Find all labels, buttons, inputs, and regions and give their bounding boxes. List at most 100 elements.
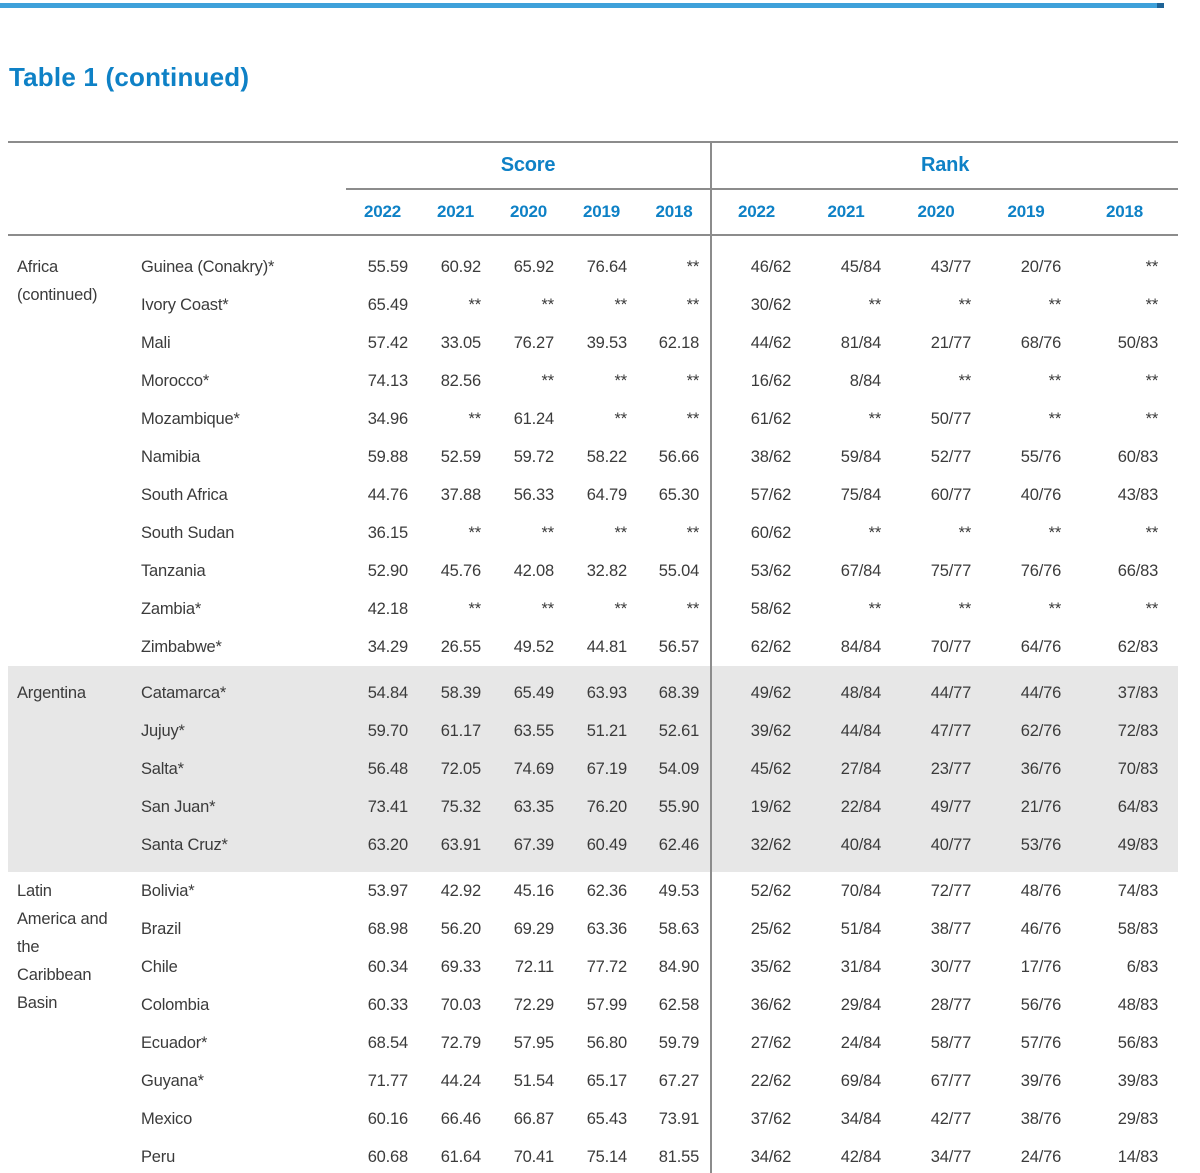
rank-cell: ** (1145, 523, 1159, 542)
year-header-row: 2022 2021 2020 2019 2018 2022 2021 2020 … (8, 189, 1179, 236)
rank-cell: 40/76 (1020, 485, 1062, 504)
rank-cell: 70/83 (1071, 750, 1179, 788)
score-cell: 55.59 (367, 257, 408, 276)
country-name: Chile (141, 957, 178, 976)
rank-cell: 55/76 (1020, 447, 1062, 466)
rank-cell: 44/77 (891, 666, 982, 712)
table-row: Tanzania 52.90 45.76 42.08 32.82 55.04 53/62 67… (8, 552, 1178, 590)
rank-cell: 17/76 (1020, 957, 1062, 976)
country-name: Jujuy* (130, 712, 346, 750)
rank-cell: 42/84 (840, 1147, 882, 1166)
table-row: Latin America and the Caribbean Basin Bol… (8, 872, 1178, 1012)
rank-cell: 57/76 (1020, 1033, 1062, 1052)
score-year-header: 2020 (492, 189, 565, 236)
score-cell: 57.99 (586, 995, 627, 1014)
rank-cell: 22/62 (710, 1062, 802, 1100)
score-cell: 63.36 (586, 919, 627, 938)
table-row: Salta* 56.48 72.05 74.69 67.19 54.09 45/62 27/8… (8, 750, 1179, 788)
country-name: Salta* (130, 750, 346, 788)
rank-cell: 34/77 (930, 1147, 972, 1166)
rank-cell: 40/77 (891, 826, 982, 872)
table-row: Brazil 68.98 56.20 69.29 63.36 58.63 25/62 51/8… (8, 910, 1178, 948)
score-cell: ** (468, 523, 482, 542)
rank-cell: 62/62 (710, 628, 802, 666)
table-row: Mexico 60.16 66.46 66.87 65.43 73.91 37/62 34/8… (8, 1100, 1178, 1138)
rank-cell: 60/62 (710, 514, 802, 552)
score-cell: 45.76 (440, 561, 481, 580)
score-cell: 44.76 (367, 485, 408, 504)
rank-cell: 23/77 (891, 750, 982, 788)
rank-cell: ** (868, 599, 882, 618)
country-name: Ecuador* (141, 1033, 208, 1052)
rank-cell: ** (958, 371, 972, 390)
score-cell: 55.90 (638, 788, 712, 826)
table-row: Guyana* 71.77 44.24 51.54 65.17 67.27 22/62 69/… (8, 1062, 1178, 1100)
table-row: Morocco* 74.13 82.56 ** ** ** 16/62 8/84 ** ** ** (8, 362, 1178, 400)
score-cell: 60.33 (367, 995, 408, 1014)
score-cell: 81.55 (658, 1147, 700, 1166)
score-rank-table: Score Rank 2022 2021 2020 2019 2018 2022… (8, 141, 1179, 1173)
score-cell: 58.39 (419, 666, 492, 712)
rank-cell: 19/62 (710, 788, 802, 826)
group-header-row: Score Rank (8, 141, 1179, 236)
rank-cell: 64/76 (1020, 637, 1062, 656)
rank-cell: 14/83 (1117, 1147, 1159, 1166)
score-cell: 51.21 (565, 712, 638, 750)
rank-cell: 48/76 (1020, 881, 1062, 900)
rank-cell: ** (1145, 371, 1159, 390)
score-cell: 82.56 (440, 371, 481, 390)
score-cell: 64.79 (586, 485, 627, 504)
rank-cell: ** (868, 295, 882, 314)
header-corner-cell (8, 141, 346, 236)
country-name: Zimbabwe* (141, 637, 222, 656)
rank-cell: 50/83 (1117, 333, 1159, 352)
table-row: San Juan* 73.41 75.32 63.35 76.20 55.90 19/62 2… (8, 788, 1179, 826)
rank-cell: 52/62 (710, 872, 802, 910)
rank-year-header: 2021 (801, 189, 892, 236)
region-label: Argentina (8, 666, 130, 872)
rank-cell: 84/84 (840, 637, 882, 656)
rank-cell: 34/62 (710, 1138, 802, 1173)
rank-cell: 49/83 (1071, 826, 1179, 872)
rank-cell: 58/62 (710, 590, 802, 628)
rank-cell: ** (958, 295, 972, 314)
score-cell: 56.33 (513, 485, 554, 504)
table-row: Peru 60.68 61.64 70.41 75.14 81.55 34/62 42/84 3… (8, 1138, 1178, 1173)
rank-cell: ** (1145, 409, 1159, 428)
rank-year-header: 2019 (981, 189, 1072, 236)
score-cell: ** (686, 409, 700, 428)
rank-cell: 49/77 (891, 788, 982, 826)
rank-cell: 72/83 (1071, 712, 1179, 750)
score-cell: 58.63 (658, 919, 700, 938)
score-cell: 60.49 (565, 826, 638, 872)
table-title: Table 1 (continued) (9, 62, 250, 92)
rank-cell: 6/83 (1126, 957, 1159, 976)
country-name: Colombia (141, 995, 210, 1014)
score-year-header: 2022 (346, 189, 419, 236)
score-cell: 42.92 (440, 881, 481, 900)
score-cell: 62.46 (638, 826, 712, 872)
score-cell: 58.22 (586, 447, 627, 466)
score-cell: 57.95 (513, 1033, 554, 1052)
table-row: Namibia 59.88 52.59 59.72 58.22 56.66 38/62 59/… (8, 438, 1178, 476)
table-row: Jujuy* 59.70 61.17 63.55 51.21 52.61 39/62 44/8… (8, 712, 1179, 750)
rank-cell: 21/76 (981, 788, 1072, 826)
rank-year-header: 2020 (891, 189, 982, 236)
rank-cell: 21/77 (930, 333, 972, 352)
rank-cell: 16/62 (710, 362, 802, 400)
score-cell: 54.84 (346, 666, 419, 712)
rank-cell: 75/77 (930, 561, 972, 580)
score-year-header: 2018 (638, 189, 712, 236)
score-cell: 75.32 (419, 788, 492, 826)
rank-cell: 31/84 (840, 957, 882, 976)
rank-cell: 30/62 (710, 286, 802, 324)
rank-cell: 39/62 (710, 712, 802, 750)
score-group-header: Score (346, 141, 712, 190)
rank-group-header: Rank (710, 141, 1179, 190)
rank-cell: ** (868, 523, 882, 542)
country-name: South Sudan (141, 523, 235, 542)
score-cell: 42.08 (513, 561, 554, 580)
score-cell: 65.92 (513, 257, 554, 276)
rank-cell: 22/84 (801, 788, 892, 826)
rank-cell: 75/84 (840, 485, 882, 504)
